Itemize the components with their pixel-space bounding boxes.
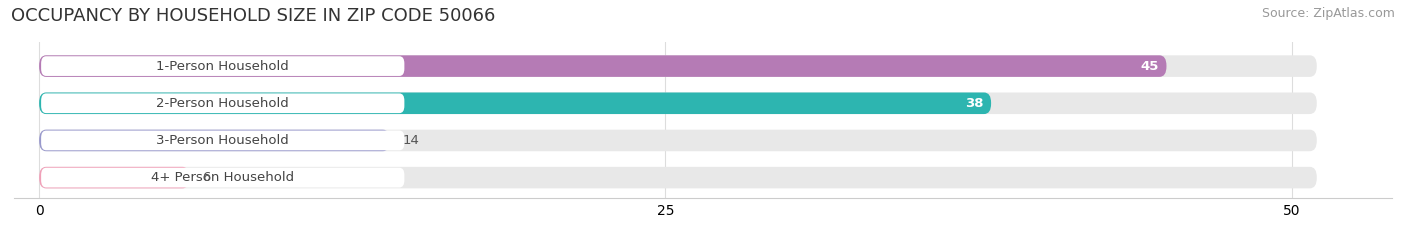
Text: 14: 14 xyxy=(402,134,419,147)
FancyBboxPatch shape xyxy=(39,55,1317,77)
FancyBboxPatch shape xyxy=(39,167,1317,188)
Text: 6: 6 xyxy=(202,171,211,184)
Text: 45: 45 xyxy=(1140,60,1159,73)
Text: 2-Person Household: 2-Person Household xyxy=(156,97,290,110)
Text: 3-Person Household: 3-Person Household xyxy=(156,134,290,147)
FancyBboxPatch shape xyxy=(39,93,991,114)
Text: 38: 38 xyxy=(965,97,984,110)
FancyBboxPatch shape xyxy=(39,93,1317,114)
FancyBboxPatch shape xyxy=(39,130,389,151)
Text: OCCUPANCY BY HOUSEHOLD SIZE IN ZIP CODE 50066: OCCUPANCY BY HOUSEHOLD SIZE IN ZIP CODE … xyxy=(11,7,496,25)
Text: 4+ Person Household: 4+ Person Household xyxy=(152,171,294,184)
FancyBboxPatch shape xyxy=(41,168,405,188)
FancyBboxPatch shape xyxy=(39,130,1317,151)
FancyBboxPatch shape xyxy=(41,130,405,150)
Text: Source: ZipAtlas.com: Source: ZipAtlas.com xyxy=(1261,7,1395,20)
Text: 1-Person Household: 1-Person Household xyxy=(156,60,290,73)
FancyBboxPatch shape xyxy=(41,56,405,76)
FancyBboxPatch shape xyxy=(41,93,405,113)
FancyBboxPatch shape xyxy=(39,167,190,188)
FancyBboxPatch shape xyxy=(39,55,1167,77)
